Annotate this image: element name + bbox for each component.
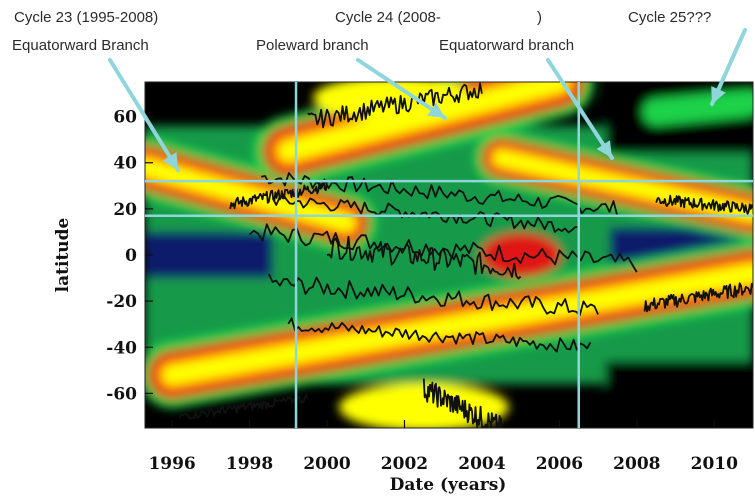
- y-tick-label: -20: [106, 292, 137, 312]
- contour-path: [229, 180, 328, 210]
- annotation-arrows: [108, 28, 747, 172]
- x-tick-label: 2006: [536, 454, 583, 474]
- band-red-blob: [480, 233, 561, 277]
- y-tick-label: 0: [125, 246, 137, 266]
- y-tick-label: 40: [113, 154, 137, 174]
- contour-path: [326, 235, 522, 280]
- cycle24-poleward-label: Poleward branch: [256, 37, 369, 54]
- contour-path: [287, 317, 592, 353]
- y-tick-label: -60: [106, 384, 137, 404]
- heatmap-band-layer: [145, 158, 356, 232]
- arrow-cycle23-head: [162, 152, 178, 170]
- x-tick-label: 2002: [381, 454, 428, 474]
- contour-path: [422, 378, 503, 428]
- x-tick-label: 1998: [226, 454, 273, 474]
- y-tick-label: 60: [113, 108, 137, 128]
- heatmap-band-layer: [162, 263, 753, 385]
- heatmap-band-layer: [642, 89, 753, 126]
- cycle23-title: Cycle 23 (1995-2008): [14, 9, 158, 26]
- arrow-cycle24-equatorward-head: [596, 140, 612, 158]
- contour-lines: [179, 82, 753, 428]
- x-tick-label: 2010: [691, 454, 738, 474]
- cycle24-title: Cycle 24 (2008-: [335, 9, 441, 26]
- cycle24-equatorward-label: Equatorward branch: [439, 37, 574, 54]
- contour-path: [272, 193, 579, 234]
- x-axis: 1996 1998 2000 2002 2004 2006 2008 2010: [148, 420, 738, 474]
- contour-path: [268, 273, 599, 316]
- cycle24-title-paren: ): [537, 9, 542, 26]
- heatmap-bands: [145, 82, 753, 428]
- plot-area: [145, 82, 753, 428]
- x-tick-label: 1996: [148, 454, 195, 474]
- contour-path: [307, 82, 483, 129]
- band-black-polar: [605, 361, 753, 428]
- y-axis: 60 40 20 0 -20 -40 -60: [106, 108, 153, 404]
- contour-path: [655, 194, 753, 215]
- arrow-cycle24-poleward-head: [427, 102, 445, 118]
- arrow-cycle23: [108, 58, 180, 172]
- x-tick-label: 2008: [613, 454, 660, 474]
- arrow-cycle24-poleward: [356, 58, 447, 120]
- x-tick-label: 2000: [303, 454, 350, 474]
- cycle25-label: Cycle 25???: [628, 9, 711, 26]
- y-tick-label: -40: [106, 338, 137, 358]
- y-axis-label: latitude: [53, 217, 73, 292]
- reference-lines: [145, 82, 753, 428]
- cycle23-branch-label: Equatorward Branch: [12, 37, 149, 54]
- contour-path: [643, 282, 753, 313]
- x-tick-label: 2004: [458, 454, 505, 474]
- x-axis-label: Date (years): [390, 475, 507, 495]
- y-tick-label: 20: [113, 200, 137, 220]
- contour-path: [179, 393, 309, 420]
- band-blue-region: [145, 231, 273, 279]
- arrow-cycle25-head: [711, 86, 726, 104]
- arrow-cycle24-equatorward: [546, 58, 614, 160]
